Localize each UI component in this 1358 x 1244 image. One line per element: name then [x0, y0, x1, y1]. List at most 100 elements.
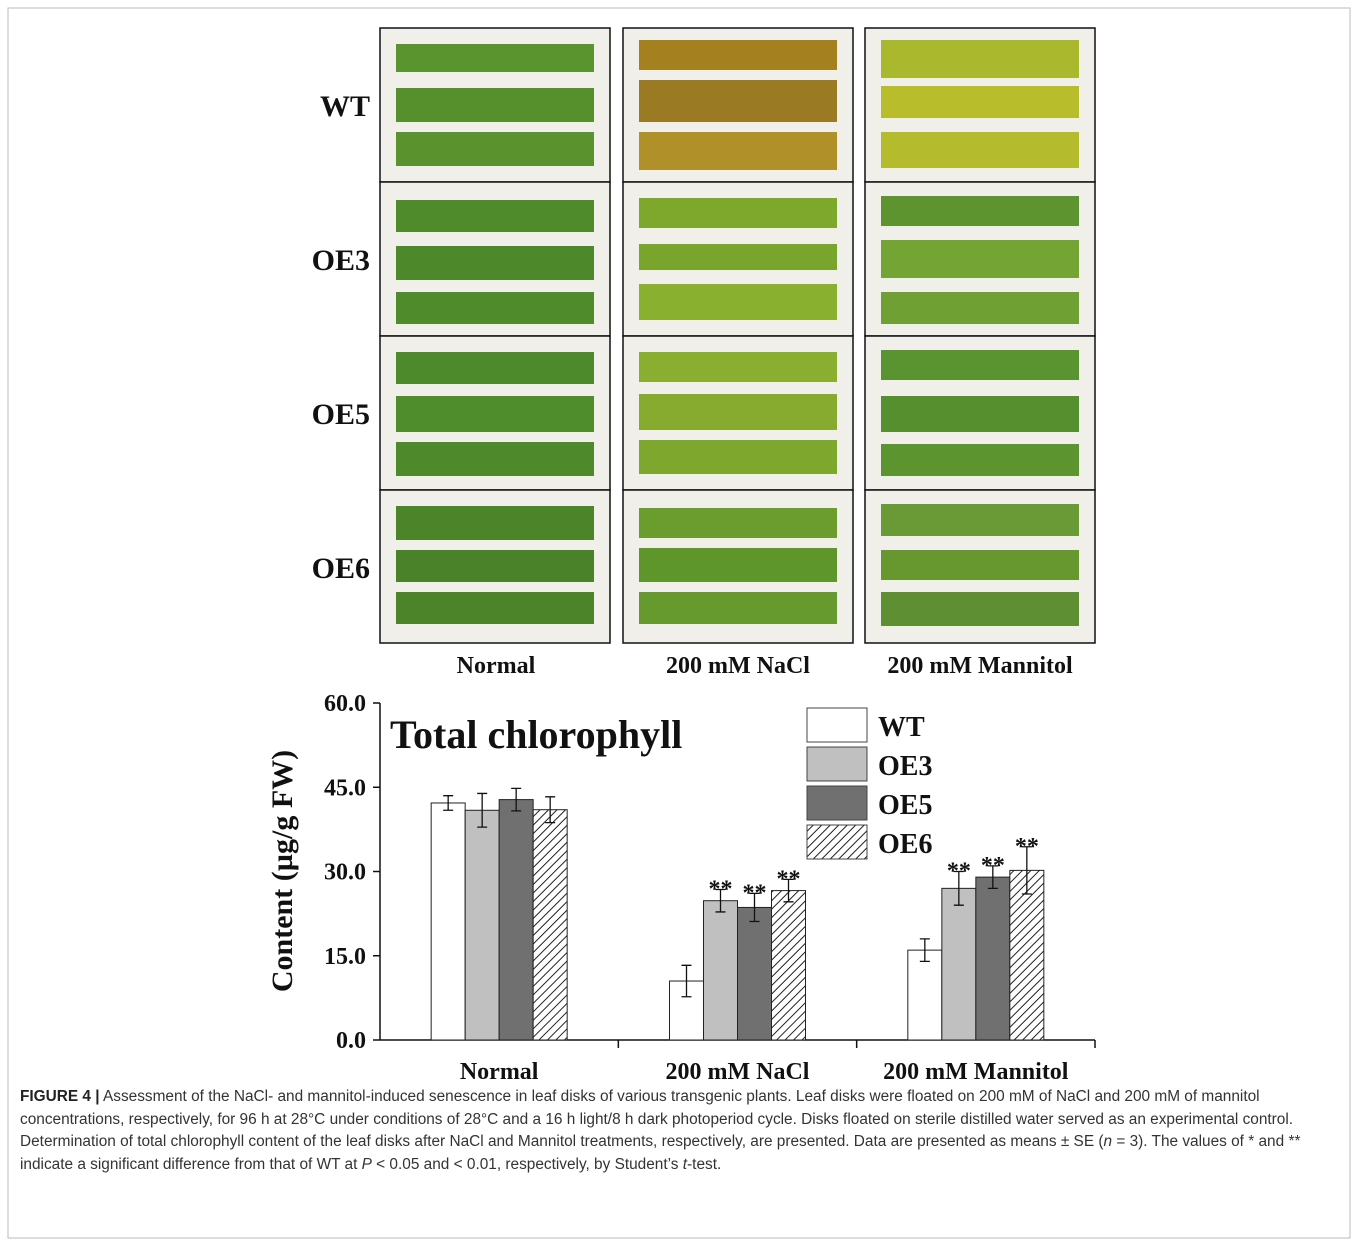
- column-label: Normal: [457, 653, 536, 679]
- leaf-strip: [881, 240, 1079, 278]
- leaf-strip: [396, 442, 594, 476]
- bar: [703, 900, 738, 1041]
- leaf-strip: [396, 246, 594, 280]
- leaf-strip: [639, 284, 837, 320]
- y-tick-label: 60.0: [324, 691, 366, 717]
- error-bar: [511, 787, 522, 812]
- leaf-strip: [396, 592, 594, 624]
- error-bar: [1021, 846, 1032, 895]
- leaf-strip: [881, 444, 1079, 476]
- y-axis-label: Content (µg/g FW): [266, 750, 299, 992]
- caption-text: < 0.05 and < 0.01, respectively, by Stud…: [371, 1155, 683, 1173]
- error-bar: [783, 878, 794, 903]
- leaf-strip: [639, 548, 837, 582]
- caption-text: Assessment of the NaCl- and mannitol-ind…: [20, 1088, 1294, 1151]
- leaf-strip: [396, 132, 594, 166]
- column-label: 200 mM NaCl: [666, 653, 810, 679]
- significance-label: **: [947, 859, 971, 885]
- legend-swatch: [806, 746, 868, 782]
- error-bar: [987, 865, 998, 889]
- bar: [975, 876, 1011, 1041]
- caption-text: P: [361, 1155, 372, 1173]
- leaf-strip: [396, 44, 594, 72]
- x-tick-label: Normal: [460, 1059, 539, 1085]
- bar: [464, 809, 500, 1041]
- leaf-strip: [639, 40, 837, 70]
- leaf-strip: [881, 196, 1079, 226]
- bar: [1009, 869, 1045, 1041]
- error-bar: [953, 870, 964, 906]
- caption-text: t: [682, 1155, 688, 1173]
- leaf-strip: [881, 396, 1079, 432]
- caption-text: n: [1103, 1133, 1113, 1151]
- bar: [498, 799, 534, 1041]
- legend-swatch: [806, 707, 868, 743]
- error-bar: [443, 795, 454, 811]
- caption-label: FIGURE 4 |: [20, 1088, 100, 1105]
- leaf-strip: [639, 244, 837, 270]
- caption-text: = 3). The values of * and ** indicate a …: [20, 1133, 1301, 1173]
- leaf-strip: [639, 80, 837, 122]
- bar: [532, 809, 568, 1041]
- y-tick-label: 0.0: [336, 1028, 366, 1054]
- significance-label: **: [709, 876, 733, 902]
- legend-swatch: [806, 824, 868, 860]
- error-bar: [919, 938, 930, 963]
- significance-label: **: [1015, 834, 1039, 860]
- column-label: 200 mM Mannitol: [887, 653, 1073, 679]
- leaf-strip: [881, 550, 1079, 580]
- leaf-strip: [881, 86, 1079, 118]
- legend-label: OE6: [878, 829, 932, 860]
- leaf-strip: [396, 506, 594, 540]
- leaf-strip: [639, 440, 837, 474]
- leaf-strip: [396, 396, 594, 432]
- error-bar: [749, 892, 760, 923]
- leaf-strip: [881, 504, 1079, 536]
- error-bar: [477, 792, 488, 828]
- leaf-strip: [881, 132, 1079, 168]
- leaf-strip: [639, 132, 837, 170]
- bar: [771, 890, 806, 1041]
- leaf-strip: [639, 592, 837, 624]
- legend-label: WT: [878, 712, 925, 743]
- leaf-strip: [881, 292, 1079, 324]
- row-label: OE3: [312, 244, 370, 277]
- y-tick-label: 30.0: [324, 860, 366, 886]
- leaf-strip: [881, 592, 1079, 626]
- caption-text: -test.: [687, 1155, 722, 1173]
- bar: [737, 906, 772, 1041]
- leaf-strip: [639, 508, 837, 538]
- error-bar: [715, 888, 726, 913]
- leaf-strip: [396, 200, 594, 232]
- row-label: OE6: [312, 552, 370, 585]
- leaf-strip: [881, 350, 1079, 380]
- x-tick-label: 200 mM Mannitol: [883, 1059, 1069, 1085]
- figure-frame: [7, 7, 1351, 1239]
- legend-label: OE5: [878, 790, 932, 821]
- row-label: OE5: [312, 398, 370, 431]
- bar: [430, 802, 466, 1041]
- bar: [941, 887, 977, 1041]
- leaf-strip: [639, 198, 837, 228]
- y-tick-label: 45.0: [324, 775, 366, 801]
- leaf-strip: [396, 292, 594, 324]
- leaf-strip: [396, 352, 594, 384]
- leaf-strip: [639, 352, 837, 382]
- caption: FIGURE 4 | Assessment of the NaCl- and m…: [20, 1086, 1336, 1176]
- row-label: WT: [320, 90, 370, 123]
- leaf-strip: [639, 394, 837, 430]
- y-tick-label: 15.0: [324, 944, 366, 970]
- significance-label: **: [777, 866, 801, 892]
- significance-label: **: [743, 880, 767, 906]
- legend-swatch: [806, 785, 868, 821]
- significance-label: **: [981, 853, 1005, 879]
- photo-grid: [379, 27, 1096, 644]
- error-bar: [681, 964, 692, 998]
- leaf-strip: [396, 550, 594, 582]
- leaf-strip: [881, 40, 1079, 78]
- leaf-strip: [396, 88, 594, 122]
- error-bar: [545, 796, 556, 824]
- chart-title: Total chlorophyll: [390, 712, 682, 757]
